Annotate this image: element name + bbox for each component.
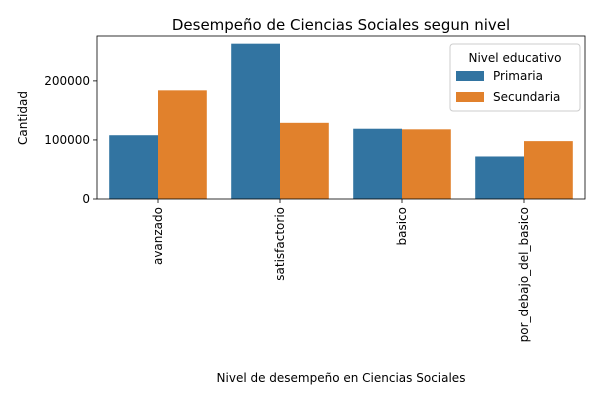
x-tick-label-satisfactorio: satisfactorio	[273, 207, 287, 281]
y-tick-label: 200000	[44, 74, 90, 88]
y-tick-label: 100000	[44, 133, 90, 147]
bar-secundaria-basico	[402, 129, 451, 199]
legend-swatch-secundaria	[456, 92, 484, 102]
legend: Nivel educativo Primaria Secundaria	[449, 43, 581, 112]
legend-label-primaria: Primaria	[493, 69, 543, 83]
axes-frame	[96, 35, 586, 200]
bar-primaria-por_debajo_del_basico	[475, 156, 524, 199]
x-tick-label-basico: basico	[395, 207, 409, 246]
bar-secundaria-avanzado	[158, 90, 207, 199]
bar-primaria-satisfactorio	[231, 43, 280, 199]
y-tick-label: 0	[82, 192, 90, 206]
legend-entries: Primaria Secundaria	[456, 69, 560, 104]
legend-swatch-primaria	[456, 71, 484, 81]
x-tick-label-avanzado: avanzado	[151, 207, 165, 265]
chart-title: Desempeño de Ciencias Sociales segun niv…	[172, 16, 510, 34]
x-axis-label: Nivel de desempeño en Ciencias Sociales	[217, 371, 466, 385]
bar-primaria-avanzado	[109, 135, 158, 199]
bar-secundaria-satisfactorio	[280, 122, 329, 199]
y-axis-label: Cantidad	[16, 91, 30, 145]
legend-title: Nivel educativo	[469, 51, 562, 65]
legend-label-secundaria: Secundaria	[493, 90, 560, 104]
x-tick-label-por_debajo_del_basico: por_debajo_del_basico	[517, 207, 531, 342]
plot-area: 0 100000 200000 avanzado satisfactorio basico…	[44, 35, 586, 342]
bar-primaria-basico	[353, 128, 402, 199]
bar-secundaria-por_debajo_del_basico	[524, 141, 573, 199]
